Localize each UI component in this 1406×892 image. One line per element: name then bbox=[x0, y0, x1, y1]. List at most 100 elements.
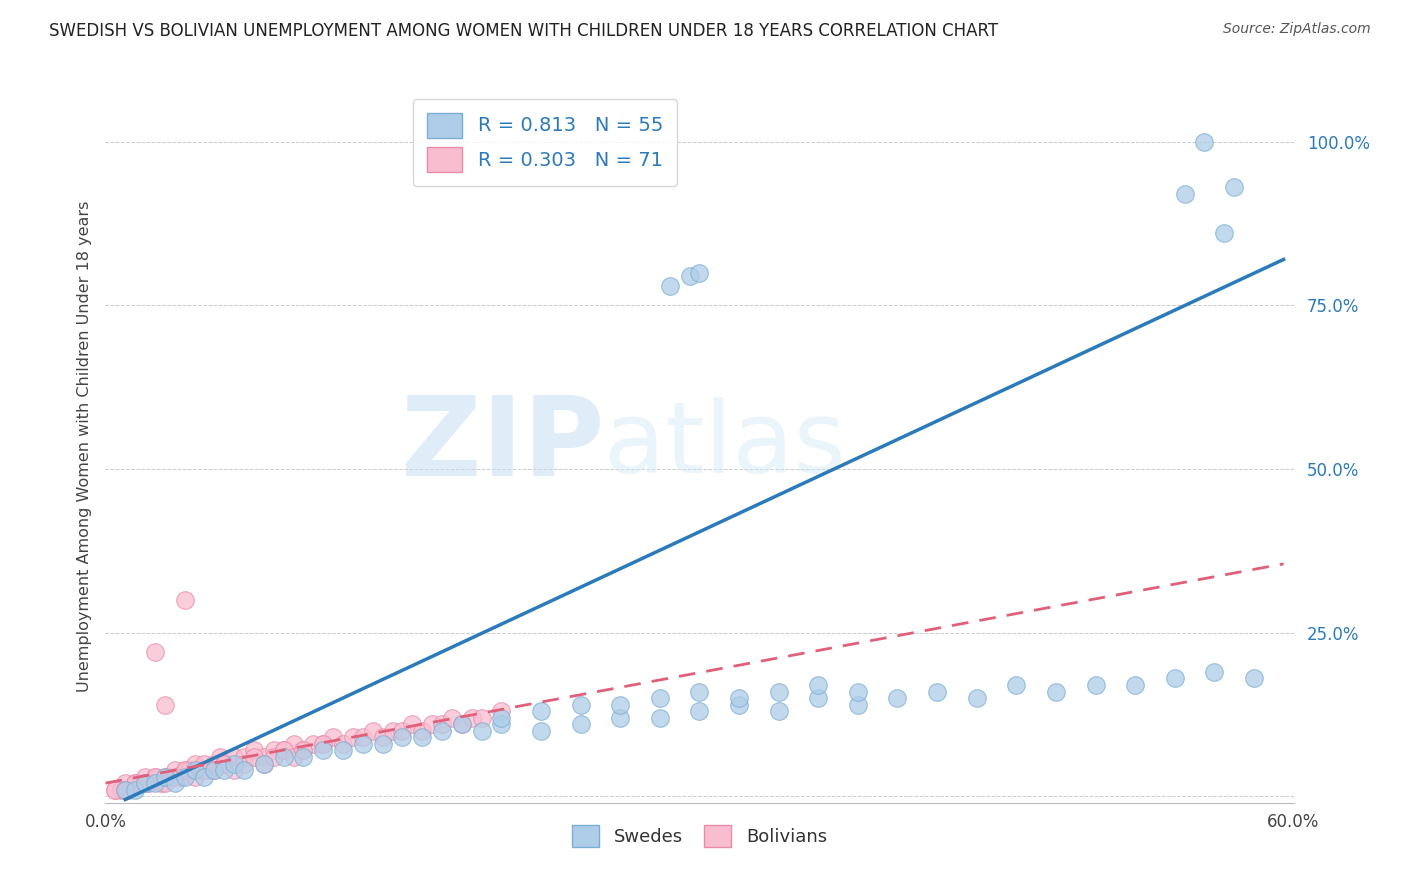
Point bbox=[807, 678, 830, 692]
Point bbox=[104, 782, 127, 797]
Point bbox=[124, 782, 146, 797]
Point bbox=[292, 743, 315, 757]
Point bbox=[129, 776, 152, 790]
Point bbox=[193, 770, 215, 784]
Point bbox=[114, 782, 136, 797]
Point bbox=[371, 737, 394, 751]
Point bbox=[491, 704, 513, 718]
Point bbox=[807, 691, 830, 706]
Point bbox=[153, 698, 176, 712]
Point bbox=[233, 763, 256, 777]
Point bbox=[391, 723, 413, 738]
Point bbox=[114, 782, 136, 797]
Point bbox=[1045, 684, 1067, 698]
Point bbox=[214, 763, 236, 777]
Point bbox=[846, 698, 869, 712]
Point bbox=[253, 756, 276, 771]
Point bbox=[312, 737, 335, 751]
Point bbox=[263, 750, 285, 764]
Point bbox=[163, 770, 186, 784]
Point bbox=[183, 770, 205, 784]
Point bbox=[491, 711, 513, 725]
Point bbox=[173, 770, 195, 784]
Point bbox=[104, 782, 127, 797]
Point bbox=[177, 763, 200, 777]
Point bbox=[411, 731, 433, 745]
Point bbox=[153, 770, 176, 784]
Point bbox=[183, 763, 205, 777]
Text: SWEDISH VS BOLIVIAN UNEMPLOYMENT AMONG WOMEN WITH CHILDREN UNDER 18 YEARS CORREL: SWEDISH VS BOLIVIAN UNEMPLOYMENT AMONG W… bbox=[49, 22, 998, 40]
Point bbox=[312, 737, 335, 751]
Point bbox=[118, 782, 141, 797]
Point bbox=[224, 763, 246, 777]
Point bbox=[658, 278, 681, 293]
Point bbox=[163, 776, 186, 790]
Point bbox=[925, 684, 948, 698]
Point bbox=[170, 770, 193, 784]
Point bbox=[569, 698, 592, 712]
Point bbox=[283, 750, 305, 764]
Point bbox=[391, 731, 413, 745]
Point bbox=[689, 266, 711, 280]
Point bbox=[1204, 665, 1226, 679]
Point bbox=[202, 763, 225, 777]
Point bbox=[411, 723, 433, 738]
Point bbox=[1194, 135, 1216, 149]
Point bbox=[190, 763, 212, 777]
Point bbox=[253, 756, 276, 771]
Point bbox=[461, 711, 484, 725]
Point bbox=[292, 743, 315, 757]
Point bbox=[173, 763, 195, 777]
Point bbox=[371, 731, 394, 745]
Point bbox=[243, 750, 266, 764]
Point bbox=[283, 737, 305, 751]
Point bbox=[273, 750, 295, 764]
Point bbox=[342, 731, 364, 745]
Point bbox=[322, 731, 344, 745]
Point bbox=[193, 763, 215, 777]
Point bbox=[768, 684, 790, 698]
Point bbox=[420, 717, 443, 731]
Point bbox=[134, 776, 156, 790]
Point bbox=[966, 691, 988, 706]
Text: atlas: atlas bbox=[605, 398, 846, 494]
Point bbox=[1123, 678, 1146, 692]
Point bbox=[153, 776, 176, 790]
Point bbox=[471, 711, 494, 725]
Point bbox=[302, 737, 325, 751]
Point bbox=[352, 737, 374, 751]
Point bbox=[157, 770, 180, 784]
Point bbox=[149, 776, 172, 790]
Point bbox=[233, 756, 256, 771]
Text: ZIP: ZIP bbox=[401, 392, 605, 500]
Point bbox=[243, 743, 266, 757]
Point bbox=[143, 770, 166, 784]
Point bbox=[689, 684, 711, 698]
Point bbox=[569, 717, 592, 731]
Point bbox=[193, 756, 215, 771]
Point bbox=[609, 711, 631, 725]
Point bbox=[530, 704, 553, 718]
Point bbox=[312, 743, 335, 757]
Point bbox=[124, 776, 146, 790]
Point bbox=[361, 723, 384, 738]
Point bbox=[1164, 672, 1187, 686]
Point bbox=[491, 717, 513, 731]
Point bbox=[332, 743, 354, 757]
Point bbox=[1213, 226, 1236, 240]
Point bbox=[609, 698, 631, 712]
Point bbox=[689, 704, 711, 718]
Point bbox=[1084, 678, 1107, 692]
Point bbox=[846, 684, 869, 698]
Point bbox=[728, 691, 751, 706]
Point bbox=[381, 723, 404, 738]
Text: Source: ZipAtlas.com: Source: ZipAtlas.com bbox=[1223, 22, 1371, 37]
Point bbox=[173, 763, 195, 777]
Point bbox=[209, 750, 232, 764]
Point bbox=[163, 763, 186, 777]
Point bbox=[401, 717, 423, 731]
Point bbox=[197, 763, 219, 777]
Point bbox=[530, 723, 553, 738]
Y-axis label: Unemployment Among Women with Children Under 18 years: Unemployment Among Women with Children U… bbox=[76, 201, 91, 691]
Point bbox=[430, 723, 453, 738]
